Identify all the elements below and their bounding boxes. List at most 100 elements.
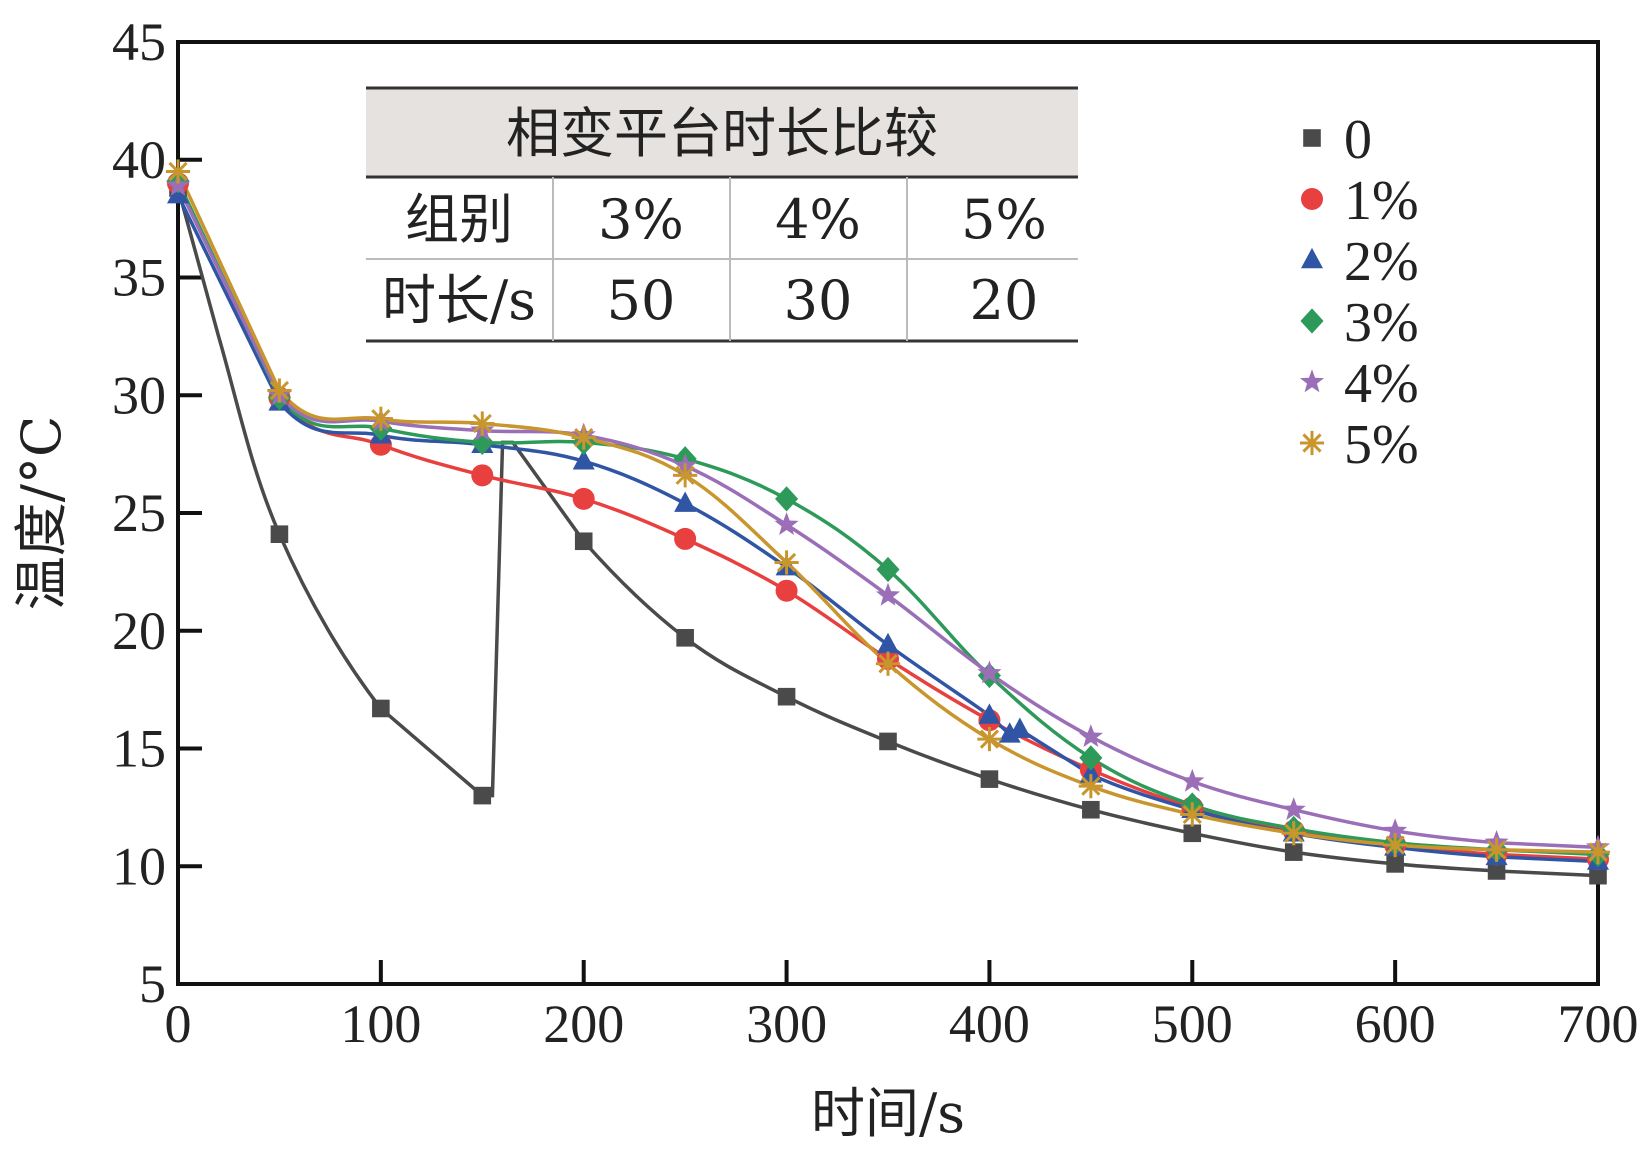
data-point-0 <box>676 629 694 647</box>
data-point-2 <box>877 632 899 654</box>
table-cell-5pct: 20 <box>970 269 1039 332</box>
legend-marker-0 <box>1303 129 1321 147</box>
data-point-0 <box>777 687 796 706</box>
data-point-5 <box>1078 774 1103 799</box>
table-header-4pct: 4% <box>775 188 861 251</box>
data-point-3 <box>775 486 799 512</box>
legend-marker-2 <box>1301 247 1323 269</box>
asterisk-stroke <box>1486 840 1507 860</box>
data-point-5 <box>774 550 799 575</box>
legend: 01%2%3%4%5% <box>1299 109 1419 476</box>
data-point-3 <box>1079 745 1103 771</box>
data-point-5 <box>267 378 292 403</box>
data-point-5 <box>673 463 698 488</box>
y-tick-label: 30 <box>112 365 166 425</box>
data-point-2 <box>674 491 697 512</box>
y-tick-label: 35 <box>112 248 166 308</box>
data-point-5 <box>165 159 191 184</box>
data-point-4 <box>875 582 901 606</box>
legend-label-3: 3% <box>1344 292 1419 354</box>
inset-table-title: 相变平台时长比较 <box>506 102 938 165</box>
asterisk-stroke <box>979 729 1000 749</box>
data-point-5 <box>1585 840 1611 865</box>
data-point-0 <box>980 770 999 788</box>
x-tick-label: 600 <box>1355 994 1436 1054</box>
asterisk-stroke <box>269 380 290 401</box>
y-tick-label: 10 <box>112 836 166 896</box>
data-point-5 <box>977 726 1002 752</box>
y-axis-ticks: 5 10 15 20 25 30 35 40 45 <box>112 12 202 1014</box>
data-point-5 <box>1484 837 1509 862</box>
legend-label-0: 0 <box>1344 109 1372 171</box>
x-tick-label: 0 <box>165 994 192 1054</box>
data-point-2 <box>572 449 595 470</box>
data-point-4 <box>1281 797 1306 820</box>
x-tick-label: 700 <box>1558 994 1639 1054</box>
x-tick-label: 500 <box>1152 994 1233 1054</box>
x-tick-label: 400 <box>949 994 1030 1054</box>
data-point-0 <box>574 532 593 551</box>
data-point-0 <box>270 525 289 543</box>
inset-table-title-bg <box>366 88 1078 176</box>
table-header-3pct: 3% <box>598 188 684 251</box>
data-point-0 <box>1082 800 1100 819</box>
asterisk-stroke <box>675 465 695 485</box>
data-point-0 <box>1386 855 1404 873</box>
data-point-0 <box>879 732 897 751</box>
asterisk-stroke <box>1081 776 1101 796</box>
x-axis-title: 时间/s <box>811 1082 965 1145</box>
x-tick-label: 200 <box>543 994 624 1054</box>
data-point-5 <box>571 425 596 450</box>
data-point-0 <box>1183 824 1202 843</box>
legend-marker-3 <box>1300 308 1324 334</box>
legend-label-2: 2% <box>1344 231 1419 293</box>
data-point-2 <box>978 703 1001 724</box>
asterisk-stroke <box>878 654 898 674</box>
data-point-1 <box>471 464 494 487</box>
data-point-2 <box>1008 717 1031 738</box>
data-point-5 <box>368 406 393 431</box>
data-point-5 <box>1281 821 1306 846</box>
data-point-4 <box>165 173 191 196</box>
data-point-4 <box>1180 768 1205 792</box>
data-point-1 <box>674 527 697 550</box>
legend-label-4: 4% <box>1344 353 1419 415</box>
data-point-0 <box>1589 866 1607 885</box>
table-cell-4pct: 30 <box>784 269 853 332</box>
data-point-4 <box>774 512 799 536</box>
data-point-1 <box>775 579 798 602</box>
data-point-5 <box>1180 802 1205 827</box>
asterisk-stroke <box>1302 433 1322 453</box>
data-point-5 <box>875 651 901 676</box>
asterisk-stroke <box>371 409 391 429</box>
asterisk-stroke <box>1284 823 1304 843</box>
data-point-0 <box>372 699 390 718</box>
y-tick-label: 5 <box>139 954 166 1014</box>
legend-label-5: 5% <box>1344 414 1419 476</box>
legend-marker-1 <box>1301 188 1323 210</box>
inset-table: 相变平台时长比较 组别 3% 4% 5% 时长/s 50 30 20 <box>366 86 1078 343</box>
data-point-5 <box>470 411 495 436</box>
y-tick-label: 15 <box>112 719 166 779</box>
data-point-0 <box>1284 843 1303 861</box>
asterisk-stroke <box>168 161 188 182</box>
data-point-4 <box>977 660 1002 684</box>
x-tick-label: 300 <box>746 994 827 1054</box>
asterisk-stroke <box>472 413 492 434</box>
asterisk-stroke <box>1182 804 1202 825</box>
data-point-0 <box>1487 862 1506 880</box>
legend-marker-5 <box>1299 430 1325 456</box>
y-tick-label: 25 <box>112 483 166 543</box>
data-point-2 <box>1079 762 1102 783</box>
asterisk-stroke <box>1588 842 1608 862</box>
x-tick-label: 100 <box>340 994 421 1054</box>
asterisk-stroke <box>574 428 594 448</box>
data-point-3 <box>876 556 900 583</box>
table-header-group: 组别 <box>405 188 513 251</box>
table-row-label: 时长/s <box>382 269 536 332</box>
asterisk-stroke <box>1385 835 1405 855</box>
table-header-5pct: 5% <box>961 188 1047 251</box>
data-point-4 <box>1078 724 1103 747</box>
y-tick-label: 40 <box>112 130 166 190</box>
y-tick-label: 45 <box>112 12 166 72</box>
